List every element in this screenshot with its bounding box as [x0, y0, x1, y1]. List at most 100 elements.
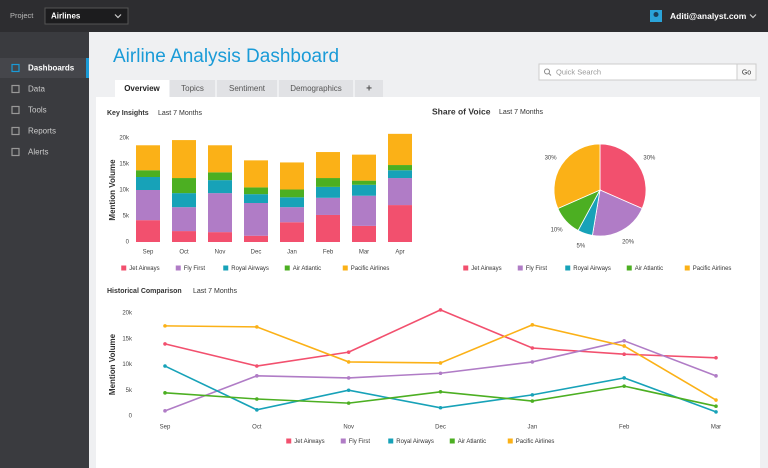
line-point: [438, 361, 443, 365]
dropdown-box[interactable]: [44, 7, 129, 25]
project-value[interactable]: Airlines: [51, 12, 81, 21]
y-tick-label: 0: [129, 414, 133, 420]
bar-segment: [244, 203, 268, 236]
legend-swatch: [388, 438, 394, 444]
bar-segment: [316, 178, 340, 187]
bar-segment: [172, 140, 196, 179]
legend-label: Pacific Airlines: [516, 439, 555, 445]
y-tick-label: 10k: [119, 188, 130, 194]
line-point: [255, 364, 259, 368]
chevron: [749, 14, 757, 19]
tab[interactable]: [115, 80, 169, 97]
search-placeholder[interactable]: Quick Search: [556, 67, 601, 76]
bar-segment: [172, 207, 196, 232]
legend-label: Air Atlantic: [293, 266, 321, 272]
x-tick-label: Mar: [711, 425, 721, 431]
tab-label[interactable]: Sentiment: [229, 84, 266, 93]
bar-segment: [208, 193, 232, 233]
line-point: [346, 388, 351, 393]
x-tick-label: Jan: [287, 250, 297, 256]
bar-segment: [316, 197, 340, 215]
legend-swatch: [449, 438, 455, 444]
x-tick-label: Dec: [435, 425, 446, 431]
legend-swatch: [626, 265, 632, 271]
bar-segment: [280, 207, 304, 223]
x-tick-label: Oct: [252, 425, 262, 431]
x-tick-label: Feb: [323, 250, 334, 256]
legend-label: Air Atlantic: [458, 439, 486, 445]
bar-segment: [280, 189, 304, 198]
sidebar-item[interactable]: Data: [28, 85, 45, 94]
x-tick-label: Sep: [160, 425, 171, 431]
x-tick-label: Feb: [619, 425, 630, 431]
bar-segment: [136, 190, 160, 221]
sidebar-item[interactable]: Alerts: [28, 148, 48, 157]
bar-segment: [244, 194, 268, 203]
go-label[interactable]: Go: [742, 69, 751, 76]
y-axis-label: Mention Volume: [108, 333, 117, 395]
sidebar-item[interactable]: Dashboards: [28, 64, 75, 73]
x-tick-label: Apr: [395, 250, 404, 256]
legend-swatch: [286, 438, 292, 444]
pie-label: 5%: [577, 243, 586, 249]
go-button[interactable]: [736, 63, 757, 81]
legend-label: Air Atlantic: [635, 266, 663, 272]
line-point: [346, 401, 351, 405]
bar-segment: [280, 162, 304, 190]
tab-label[interactable]: Topics: [181, 84, 204, 93]
tab[interactable]: [217, 80, 277, 97]
legend-label: Fly First: [184, 266, 206, 272]
sidebar-item[interactable]: Reports: [28, 127, 56, 136]
x-tick-label: Nov: [215, 250, 226, 256]
tab[interactable]: [279, 80, 353, 97]
line-point: [622, 344, 626, 348]
chart-subtitle: Last 7 Months: [499, 109, 543, 116]
bar-segment: [244, 187, 268, 195]
legend-label: Jet Airways: [129, 266, 159, 272]
tab[interactable]: [170, 80, 215, 97]
line-point: [530, 323, 535, 327]
pie-label: 30%: [545, 155, 558, 161]
legend-swatch: [342, 265, 348, 271]
line-point: [255, 325, 259, 329]
bar-segment: [136, 170, 160, 177]
bar-segment: [316, 152, 340, 179]
line-point: [714, 374, 718, 378]
project-dropdown[interactable]: Airlines: [44, 7, 129, 25]
line-point: [714, 398, 718, 402]
user-icon-head: [653, 12, 659, 17]
tab-label[interactable]: +: [366, 84, 372, 95]
bar-segment: [208, 180, 232, 194]
user-email[interactable]: Aditi@analyst.com: [670, 11, 747, 21]
search[interactable]: Quick Search Go: [538, 63, 757, 81]
user-menu[interactable]: Aditi@analyst.com: [650, 10, 757, 22]
sidebar-item[interactable]: Tools: [28, 106, 47, 115]
bar-segment: [388, 178, 412, 206]
tab-label[interactable]: Demographics: [290, 84, 342, 93]
legend-swatch: [463, 265, 469, 271]
bar-segment: [244, 235, 268, 242]
bar-segment: [208, 145, 232, 173]
line-point: [255, 374, 259, 378]
line-point: [163, 324, 167, 328]
y-tick-label: 20k: [122, 311, 133, 317]
bar-segment: [388, 170, 412, 179]
bar-segment: [208, 172, 232, 181]
line-point: [346, 360, 351, 364]
x-tick-label: Mar: [359, 250, 369, 256]
bar-segment: [352, 154, 376, 181]
line-point: [622, 384, 626, 388]
chart-subtitle: Last 7 Months: [193, 288, 237, 295]
x-tick-label: Sep: [143, 250, 154, 256]
x-tick-label: Dec: [251, 250, 262, 256]
tab[interactable]: [355, 80, 383, 97]
sidebar: [0, 32, 89, 468]
bar-segment: [352, 184, 376, 196]
legend-swatch: [684, 265, 690, 271]
y-tick-label: 15k: [122, 336, 133, 342]
legend-swatch: [284, 265, 290, 271]
tab-label[interactable]: Overview: [124, 84, 160, 93]
x-tick-label: Nov: [343, 425, 354, 431]
